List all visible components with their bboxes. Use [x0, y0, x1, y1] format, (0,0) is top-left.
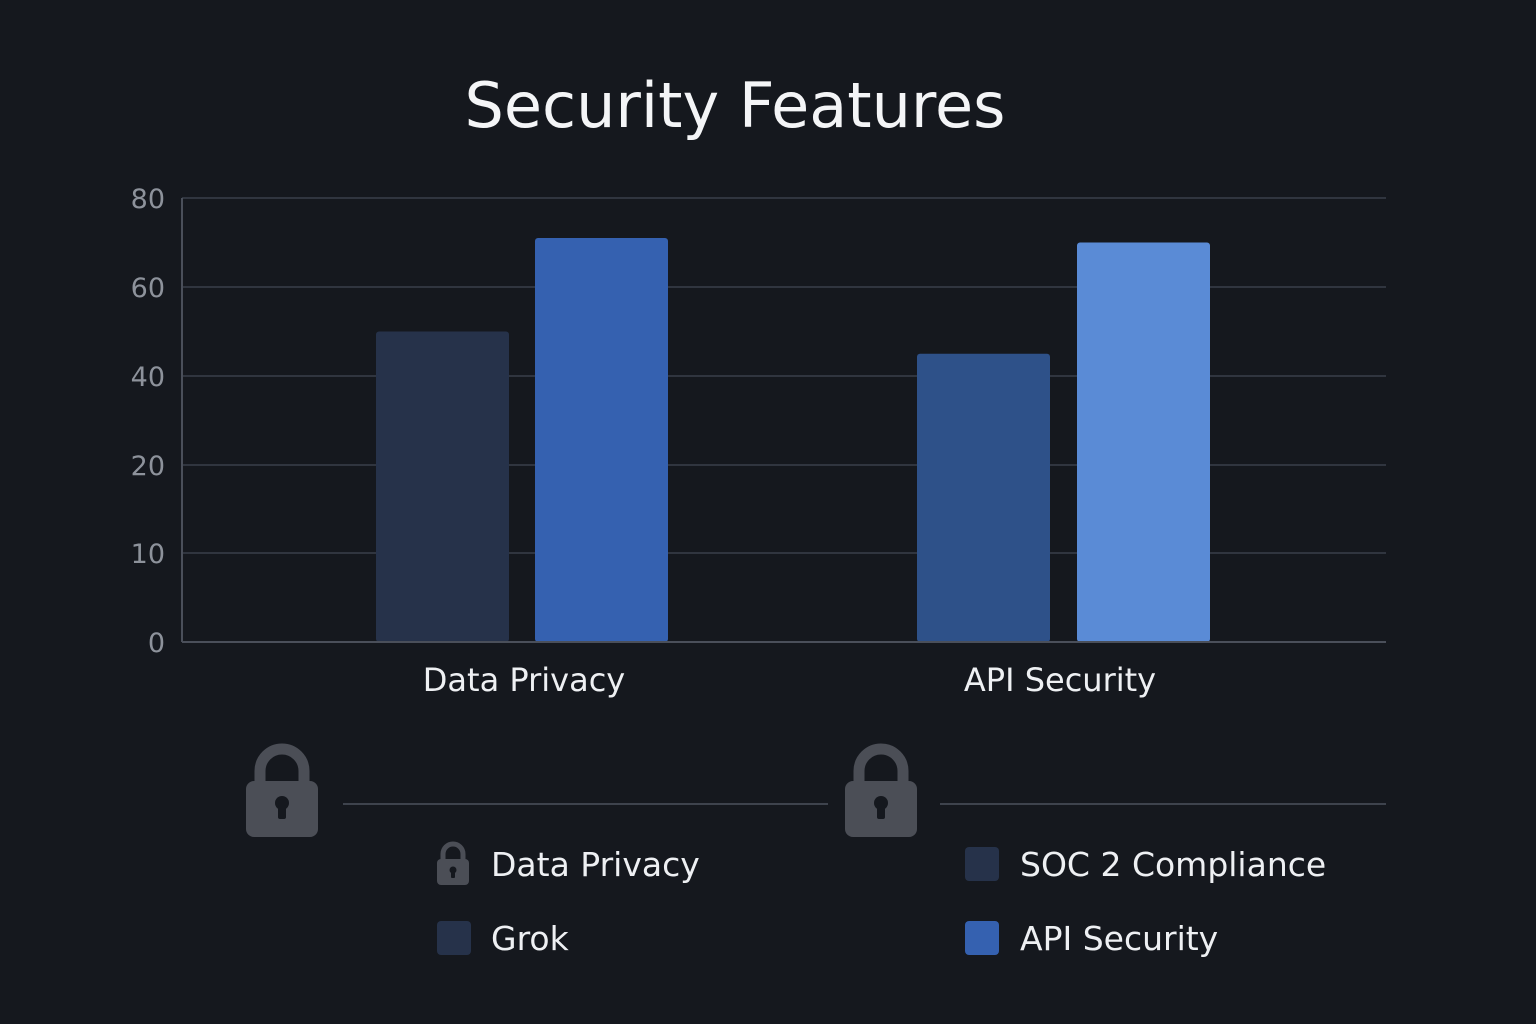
legend-swatch — [965, 847, 999, 881]
y-tick-label: 80 — [131, 184, 165, 215]
category-label-api-security: API Security — [964, 661, 1156, 699]
bar-data-privacy-1 — [535, 238, 668, 643]
legend-label: Grok — [491, 919, 570, 958]
y-tick-label: 60 — [131, 273, 165, 304]
bar-api-security-0 — [917, 353, 1050, 642]
bar-data-privacy-0 — [376, 331, 509, 642]
y-tick-label: 20 — [131, 451, 165, 482]
bar-api-security-1 — [1077, 242, 1210, 642]
lock-icon — [845, 743, 917, 837]
legend-item-grok: Grok — [437, 919, 570, 958]
legend-label: API Security — [1020, 919, 1218, 958]
y-tick-label: 40 — [131, 362, 165, 393]
legend-label: SOC 2 Compliance — [1020, 845, 1326, 884]
lock-icon — [246, 743, 318, 837]
y-axis-ticks: 0 10 20 40 60 80 — [131, 184, 165, 659]
chart-title: Security Features — [465, 69, 1006, 142]
category-label-data-privacy: Data Privacy — [423, 661, 625, 699]
legend-label: Data Privacy — [491, 845, 700, 884]
y-tick-label: 0 — [148, 628, 165, 659]
legend-swatch — [437, 921, 471, 955]
legend: Data Privacy SOC 2 Compliance Grok API S… — [437, 841, 1326, 958]
legend-swatch — [965, 921, 999, 955]
y-tick-label: 10 — [131, 539, 165, 570]
legend-item-data-privacy: Data Privacy — [437, 841, 700, 885]
bars — [376, 238, 1210, 643]
lock-icon — [437, 841, 469, 885]
legend-item-soc2-compliance: SOC 2 Compliance — [965, 845, 1326, 884]
legend-item-api-security: API Security — [965, 919, 1218, 958]
